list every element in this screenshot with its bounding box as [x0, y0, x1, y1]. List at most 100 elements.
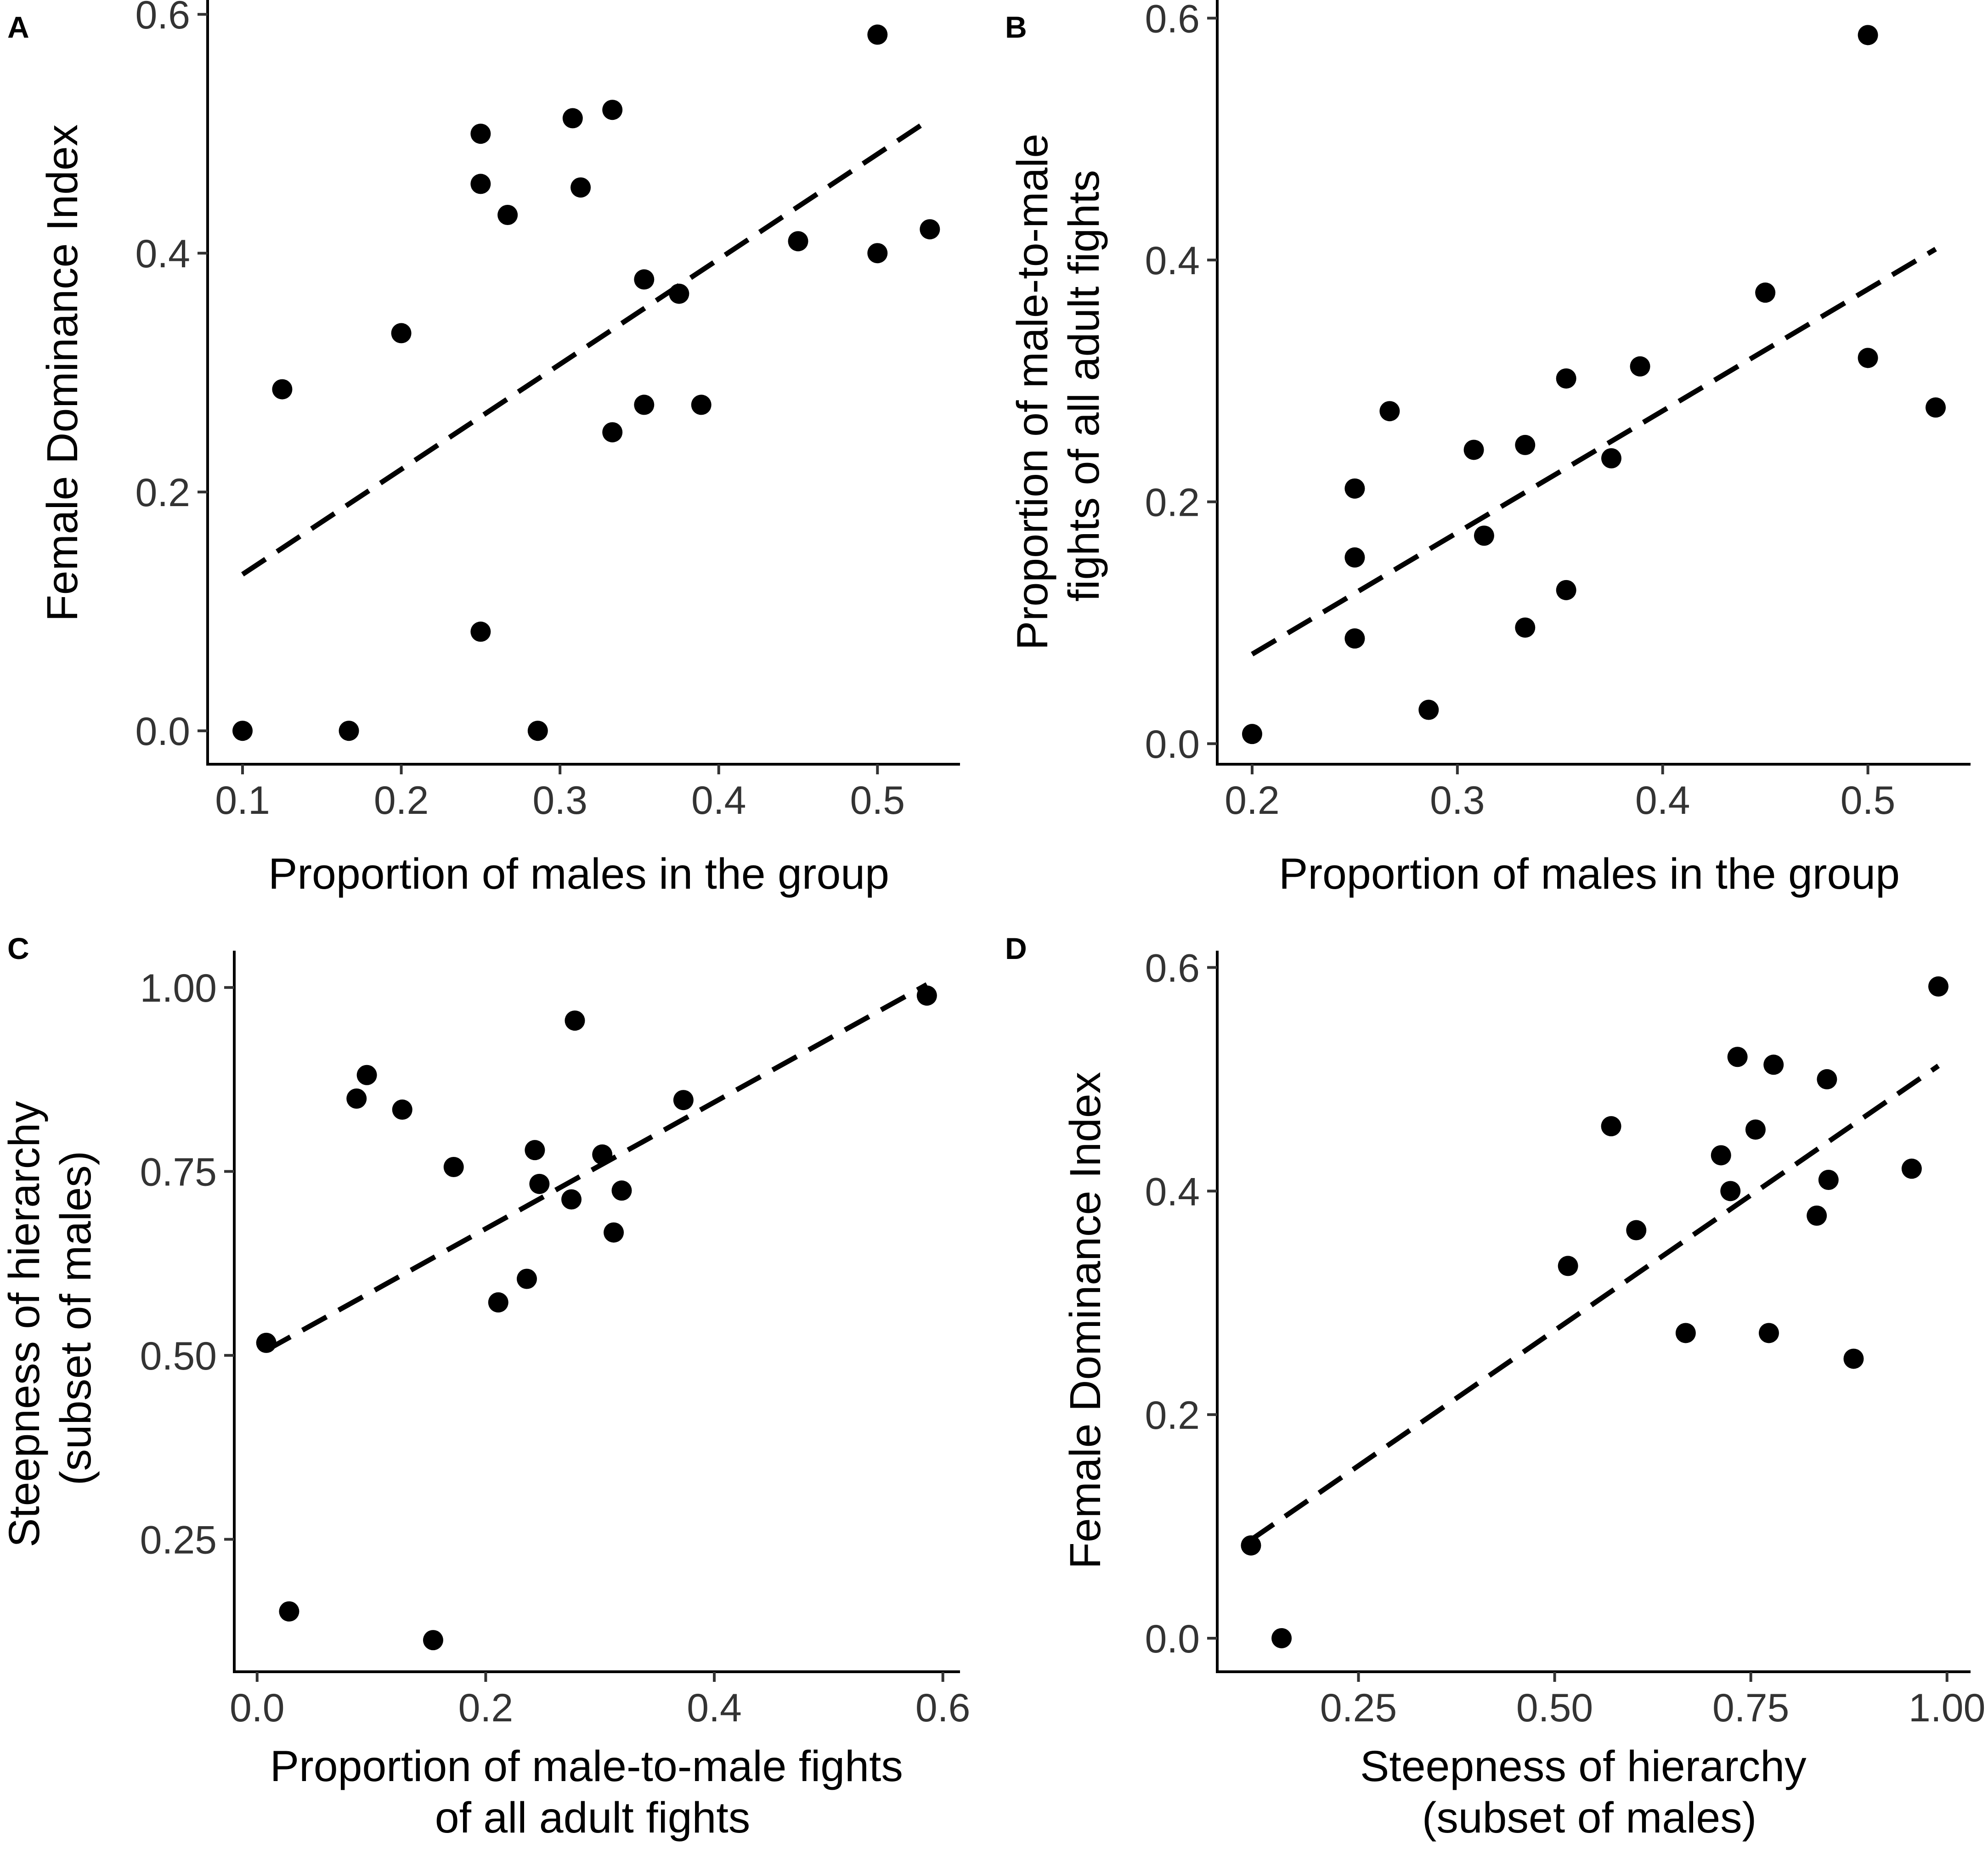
panel-b-y-axis-title-line-1: Proportion of male-to-male	[1008, 134, 1057, 650]
panel-c-data-point	[525, 1140, 545, 1161]
panel-a-x-axis-title: Proportion of males in the group	[268, 850, 889, 898]
panel-d-x-tick-label: 1.00	[1909, 1686, 1985, 1730]
panel-b-data-point	[1418, 699, 1439, 720]
panel-c-x-tick-label: 0.0	[230, 1686, 285, 1730]
panel-c-data-point	[256, 1332, 277, 1353]
panel-c-data-point	[565, 1010, 585, 1031]
panel-b-data-point	[1515, 434, 1536, 455]
panel-a-data-point	[470, 174, 491, 194]
panel-c-data-point	[916, 985, 937, 1006]
panel-c-x-axis-title-line-1: Proportion of male-to-male fights	[270, 1742, 903, 1791]
panel-a-data-point	[691, 395, 712, 415]
panel-d-data-point	[1626, 1220, 1647, 1240]
panel-a-data-point	[470, 621, 491, 642]
panel-d-x-axis-title: Steepness of hierarchy (subset of males)	[1360, 1742, 1819, 1842]
panel-d-data-point	[1558, 1256, 1578, 1276]
panel-a-x-tick-label: 0.5	[850, 778, 905, 823]
panel-c-y-tick-label: 0.75	[140, 1150, 217, 1195]
panel-b-data-point	[1926, 397, 1946, 418]
panel-a: A 0.1 0.2 0.3 0.4 0.5 0.0 0.2 0.4 0.6 Proportion…	[7, 0, 960, 898]
panel-c-data-point	[443, 1157, 464, 1177]
panel-b-y-tick-label: 0.0	[1145, 722, 1200, 767]
panel-c-y-axis-title: Steepness of hierarchy (subset of males)	[0, 1089, 100, 1547]
panel-b-y-tick-label: 0.2	[1145, 481, 1200, 525]
panel-a-data-point	[232, 721, 253, 741]
panel-d-y-tick-label: 0.6	[1145, 947, 1200, 991]
panel-c-fit-line	[265, 982, 928, 1353]
panel-a-y-tick-label: 0.2	[135, 471, 190, 515]
panel-c-plot: 0.0 0.2 0.4 0.6 0.25 0.50 0.75 1.00	[140, 951, 971, 1730]
panel-a-data-point	[867, 24, 888, 45]
panel-d-data-point	[1241, 1535, 1261, 1556]
panel-a-data-point	[470, 124, 491, 144]
panel-d-data-point	[1763, 1054, 1784, 1075]
panel-c-data-point	[346, 1088, 367, 1109]
panel-d-data-point	[1758, 1323, 1779, 1343]
panel-b-x-tick-label: 0.5	[1841, 778, 1896, 823]
panel-d-y-axis-title: Female Dominance Index	[1061, 1072, 1110, 1569]
panel-a-data-point	[867, 243, 888, 264]
panel-a-data-point	[920, 219, 940, 240]
panel-c-data-point	[611, 1180, 632, 1201]
panel-a-y-axis-title: Female Dominance Index	[38, 124, 87, 621]
panel-a-data-point	[570, 177, 591, 198]
panel-b-y-axis-title-line-2: fights of all adult fights	[1060, 170, 1108, 602]
panel-a-y-tick-label: 0.4	[135, 232, 190, 276]
panel-a-x-axis-title-line-1: Proportion of males in the group	[268, 850, 889, 898]
panel-c-data-point	[561, 1189, 582, 1210]
panel-d-data-point	[1817, 1069, 1837, 1089]
panel-c-data-point	[529, 1173, 550, 1194]
panel-d-x-tick-label: 0.25	[1320, 1686, 1397, 1730]
panel-d-x-axis-title-line-2: (subset of males)	[1422, 1793, 1757, 1842]
panel-b-plot: 0.2 0.3 0.4 0.5 0.0 0.2 0.4 0.6	[1145, 0, 1971, 823]
panel-d-letter: D	[1005, 931, 1027, 965]
panel-d: D 0.25 0.50 0.75 1.00 0.0 0.2 0.4 0.6 Steepness…	[1005, 931, 1985, 1842]
panel-a-data-point	[391, 323, 412, 344]
panel-b-x-tick-label: 0.3	[1430, 778, 1485, 823]
panel-a-fit-line	[241, 117, 932, 577]
panel-a-data-point	[602, 100, 623, 120]
panel-c-data-point	[604, 1222, 624, 1243]
panel-d-y-tick-label: 0.2	[1145, 1393, 1200, 1438]
panel-a-x-tick-label: 0.2	[374, 778, 429, 823]
panel-d-x-tick-label: 0.50	[1516, 1686, 1593, 1730]
panel-c-x-axis-title-line-2: of all adult fights	[435, 1793, 751, 1842]
panel-c-x-tick-label: 0.6	[915, 1686, 971, 1730]
panel-c-x-tick-label: 0.2	[458, 1686, 514, 1730]
panel-a-data-point	[634, 269, 655, 290]
panel-b: B 0.2 0.3 0.4 0.5 0.0 0.2 0.4 0.6 Proportion of…	[1005, 0, 1971, 898]
panel-d-data-point	[1271, 1628, 1292, 1648]
panel-a-data-point	[497, 205, 518, 225]
panel-d-y-tick-label: 0.4	[1145, 1170, 1200, 1214]
panel-a-data-point	[788, 231, 808, 252]
panel-b-data-point	[1601, 448, 1621, 468]
panel-c-data-point	[279, 1601, 299, 1622]
panel-b-data-point	[1556, 368, 1576, 389]
panel-a-letter: A	[7, 10, 29, 44]
panel-d-fit-line	[1249, 1064, 1940, 1542]
panel-b-data-point	[1858, 25, 1878, 45]
panel-b-letter: B	[1005, 10, 1027, 44]
panel-a-x-tick-label: 0.4	[691, 778, 746, 823]
panel-c-data-point	[673, 1090, 694, 1111]
panel-b-x-tick-label: 0.4	[1635, 778, 1690, 823]
panel-a-data-point	[339, 721, 359, 741]
panel-b-y-tick-label: 0.6	[1145, 0, 1200, 41]
panel-b-data-point	[1379, 401, 1400, 422]
panel-d-data-point	[1818, 1169, 1839, 1190]
panel-a-x-tick-label: 0.1	[215, 778, 270, 823]
panel-b-data-point	[1755, 282, 1776, 303]
panel-b-data-point	[1474, 525, 1494, 546]
panel-d-data-point	[1720, 1181, 1741, 1201]
panel-d-plot: 0.25 0.50 0.75 1.00 0.0 0.2 0.4 0.6	[1145, 947, 1985, 1730]
panel-d-y-tick-label: 0.0	[1145, 1617, 1200, 1661]
panel-d-x-tick-label: 0.75	[1712, 1686, 1789, 1730]
panel-b-data-point	[1344, 628, 1365, 649]
panel-b-x-axis-title: Proportion of males in the group	[1279, 850, 1900, 898]
panel-c-y-tick-label: 0.50	[140, 1334, 217, 1378]
panel-c-y-tick-label: 0.25	[140, 1518, 217, 1562]
panel-a-data-point	[562, 108, 583, 129]
panel-c: C 0.0 0.2 0.4 0.6 0.25 0.50 0.75 1.00 Proportio…	[0, 931, 970, 1842]
panel-b-y-tick-label: 0.4	[1145, 239, 1200, 283]
panel-b-x-tick-label: 0.2	[1225, 778, 1280, 823]
